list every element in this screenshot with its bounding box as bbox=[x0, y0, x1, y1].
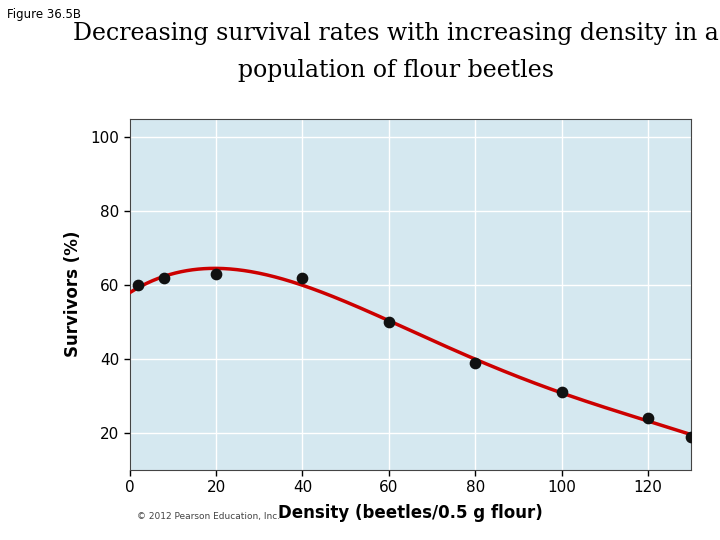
Text: population of flour beetles: population of flour beetles bbox=[238, 59, 554, 83]
Y-axis label: Survivors (%): Survivors (%) bbox=[64, 231, 82, 357]
Text: Decreasing survival rates with increasing density in a: Decreasing survival rates with increasin… bbox=[73, 22, 719, 45]
Point bbox=[297, 273, 308, 282]
Point bbox=[383, 318, 395, 326]
Point bbox=[642, 414, 654, 422]
Point bbox=[210, 269, 222, 278]
Point bbox=[685, 432, 697, 441]
Point bbox=[556, 388, 567, 396]
Point bbox=[158, 273, 170, 282]
X-axis label: Density (beetles/0.5 g flour): Density (beetles/0.5 g flour) bbox=[278, 503, 543, 522]
Point bbox=[469, 359, 481, 367]
Point bbox=[132, 281, 144, 289]
Text: © 2012 Pearson Education, Inc.: © 2012 Pearson Education, Inc. bbox=[137, 512, 280, 521]
Text: Figure 36.5B: Figure 36.5B bbox=[7, 8, 81, 21]
